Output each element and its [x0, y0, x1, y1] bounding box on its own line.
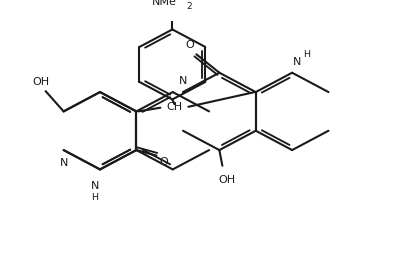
Text: OH: OH — [219, 175, 236, 184]
Text: N: N — [179, 76, 187, 86]
Text: CH: CH — [166, 102, 182, 112]
Text: 2: 2 — [186, 2, 192, 11]
Text: OH: OH — [32, 77, 49, 87]
Text: H: H — [304, 50, 311, 59]
Text: N: N — [91, 181, 99, 191]
Text: NMe: NMe — [152, 0, 177, 7]
Text: N: N — [293, 57, 301, 67]
Text: O: O — [159, 157, 168, 167]
Text: H: H — [92, 193, 98, 202]
Text: O: O — [185, 40, 194, 50]
Text: N: N — [59, 158, 68, 168]
